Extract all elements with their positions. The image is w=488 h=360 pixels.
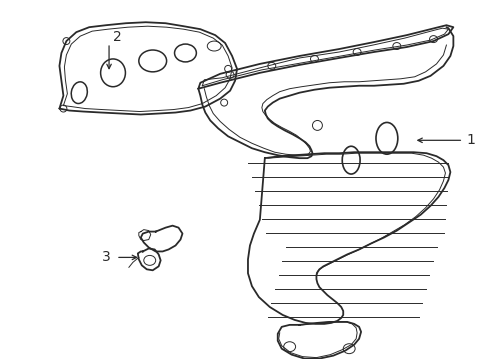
Text: 1: 1 xyxy=(466,133,474,147)
Text: 2: 2 xyxy=(113,30,122,44)
Text: 3: 3 xyxy=(102,251,111,264)
